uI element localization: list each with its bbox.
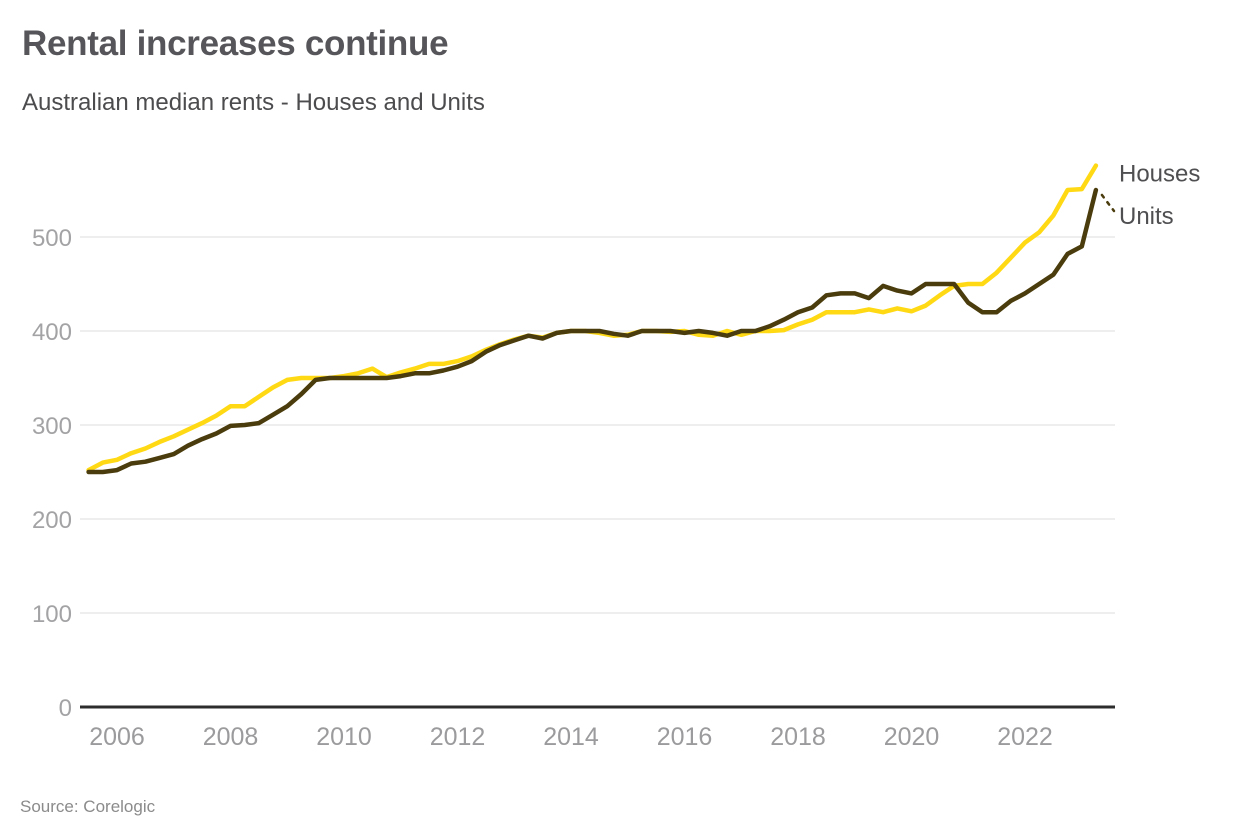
x-tick-label: 2016 (657, 723, 713, 751)
series-end-label-houses: Houses (1119, 161, 1200, 188)
y-tick-label: 300 (32, 413, 72, 440)
x-tick-label: 2012 (430, 723, 486, 751)
units-label-connector (1100, 193, 1116, 213)
x-tick-label: 2020 (884, 723, 940, 751)
x-tick-label: 2018 (770, 723, 826, 751)
chart-subtitle: Australian median rents - Houses and Uni… (22, 89, 485, 116)
x-tick-label: 2010 (316, 723, 372, 751)
y-tick-label: 400 (32, 319, 72, 346)
x-tick-label: 2008 (203, 723, 259, 751)
x-tick-label: 2006 (89, 723, 145, 751)
y-tick-label: 200 (32, 507, 72, 534)
x-tick-label: 2022 (997, 723, 1053, 751)
x-tick-label: 2014 (543, 723, 599, 751)
y-tick-label: 100 (32, 601, 72, 628)
y-tick-label: 0 (59, 695, 72, 722)
units-line (86, 187, 1099, 475)
chart-title: Rental increases continue (22, 24, 449, 63)
y-tick-label: 500 (32, 225, 72, 252)
source-note: Source: Corelogic (20, 797, 156, 816)
series-end-label-units: Units (1119, 203, 1174, 230)
